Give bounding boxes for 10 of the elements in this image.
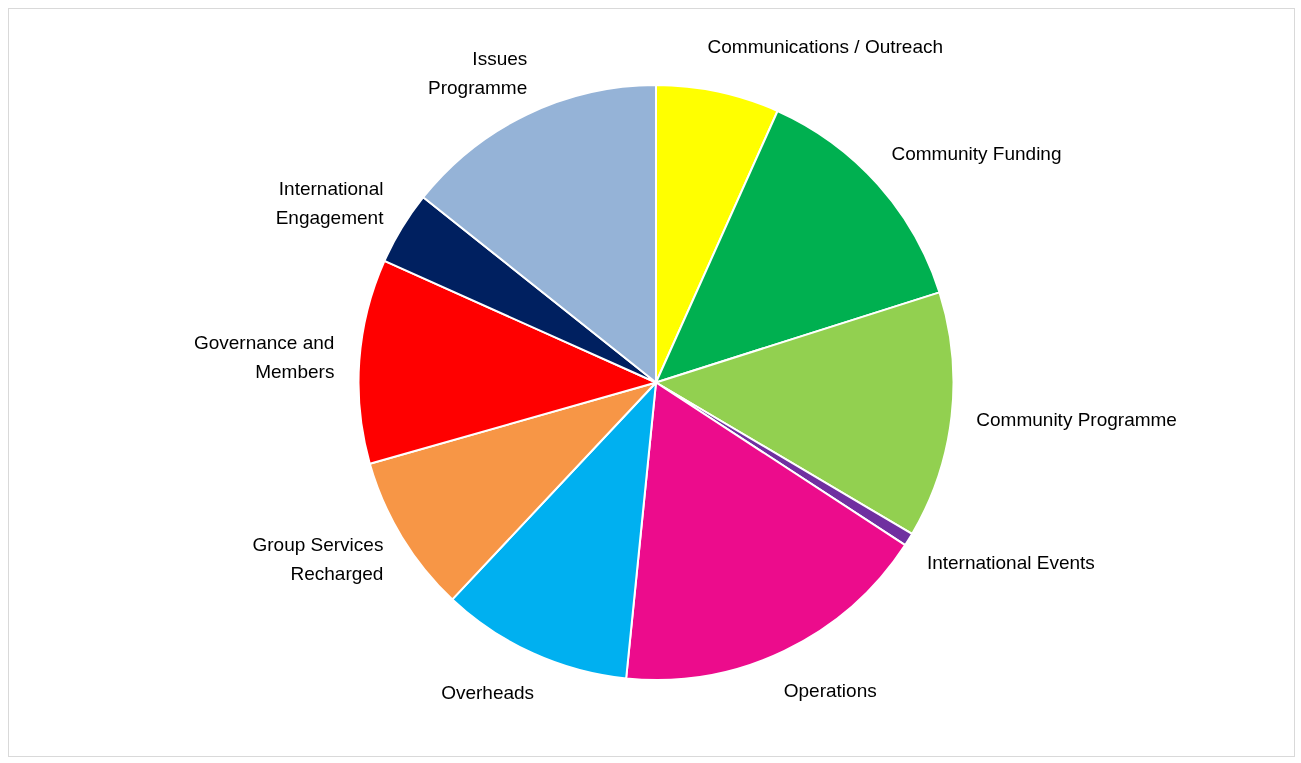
slice-label: International Engagement [275, 178, 385, 229]
slice-label: Community Funding [891, 142, 1062, 164]
slice-label: Group Services Recharged [252, 534, 384, 585]
slice-label: International Events [926, 551, 1095, 573]
slice-label: Governance and Members [193, 331, 335, 382]
slice-label: Operations [783, 679, 877, 701]
slice-label: Overheads [441, 682, 535, 704]
slice-label: Issues Programme [428, 47, 528, 98]
slice-label: Communications / Outreach [707, 35, 944, 57]
slice-label: Community Programme [976, 409, 1177, 431]
